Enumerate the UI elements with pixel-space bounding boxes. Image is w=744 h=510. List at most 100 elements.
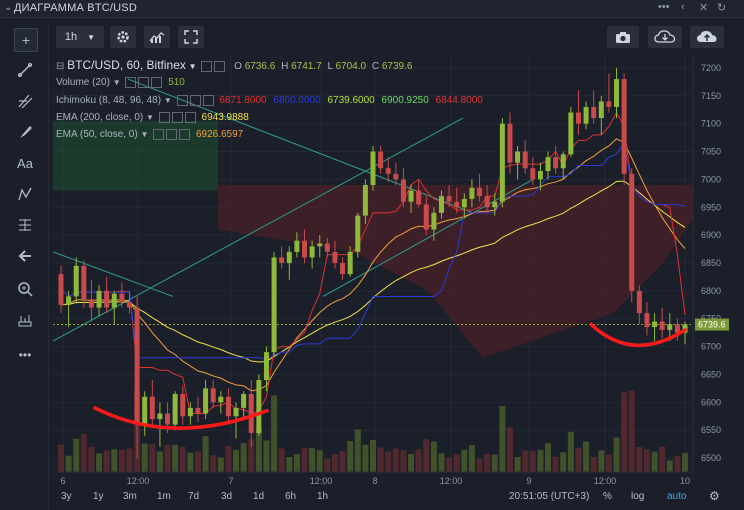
time-tick-label: 12:00 <box>310 476 333 486</box>
eye-icon[interactable] <box>201 60 213 72</box>
pitchfork-icon[interactable] <box>14 90 36 112</box>
candle-body <box>385 168 391 174</box>
ema50-label[interactable]: EMA (50, close, 0) <box>56 129 138 141</box>
volume-bar <box>567 431 574 472</box>
range-6h[interactable]: 6h <box>285 491 297 502</box>
candle-body <box>507 123 513 163</box>
trend-line-icon[interactable] <box>14 59 36 81</box>
remove-icon[interactable] <box>202 95 214 106</box>
crosshair-icon[interactable]: + <box>14 28 38 52</box>
interval-select[interactable]: 1h ▼ <box>56 26 104 48</box>
ichimoku-label[interactable]: Ichimoku (8, 48, 96, 48) <box>56 95 162 107</box>
volume-bar <box>73 438 80 472</box>
gear-icon[interactable]: ⚙ <box>709 489 720 503</box>
candle-body <box>575 112 581 124</box>
settings-icon[interactable] <box>214 60 226 72</box>
text-tool-icon[interactable]: Aa <box>17 155 33 171</box>
settings-icon[interactable] <box>171 112 183 123</box>
chevron-down-icon[interactable]: ▼ <box>146 113 154 123</box>
clock-readout: 20:51:05 (UTC+3) <box>509 491 590 502</box>
remove-icon[interactable] <box>179 129 191 140</box>
zoom-icon[interactable] <box>14 278 36 300</box>
measure-icon[interactable] <box>14 310 36 332</box>
range-3y[interactable]: 3y <box>61 491 72 502</box>
candle-body <box>644 313 650 328</box>
fib-icon[interactable] <box>14 214 36 236</box>
candle-body <box>652 321 658 328</box>
more-tools-icon[interactable]: ••• <box>18 348 32 362</box>
chevron-down-icon: ▼ <box>87 32 96 42</box>
candle-body <box>165 413 171 425</box>
eye-icon[interactable] <box>125 77 137 88</box>
volume-bar <box>286 457 293 472</box>
volume-bar <box>499 406 506 472</box>
close-label: C <box>371 61 380 72</box>
percent-toggle[interactable]: % <box>603 491 612 502</box>
range-1d[interactable]: 1d <box>253 491 265 502</box>
settings-icon[interactable] <box>138 77 150 88</box>
remove-icon[interactable] <box>184 112 196 123</box>
price-tick-label: 6850 <box>701 258 721 268</box>
candle-body <box>218 396 224 403</box>
refresh-icon[interactable]: ↻ <box>717 2 727 14</box>
range-3d[interactable]: 3d <box>221 491 233 502</box>
range-3m[interactable]: 3m <box>123 491 137 502</box>
volume-bar <box>126 448 133 472</box>
candle-body <box>279 257 285 263</box>
log-toggle[interactable]: log <box>631 491 645 502</box>
chevron-down-icon[interactable]: ▼ <box>112 78 121 88</box>
volume-label[interactable]: Volume (20) <box>56 77 110 89</box>
ema50-line <box>60 138 686 392</box>
chevron-down-icon[interactable]: ▼ <box>188 62 197 71</box>
price-chart[interactable]: 6500655066006650670067506800685069006950… <box>52 54 744 510</box>
candle-body <box>119 293 125 303</box>
candle-body <box>225 396 231 417</box>
price-tick-label: 6650 <box>701 369 721 379</box>
support-arc-annotation <box>589 322 687 348</box>
eye-icon[interactable] <box>176 95 188 106</box>
brush-icon[interactable] <box>14 121 36 143</box>
fullscreen-icon[interactable] <box>178 26 204 48</box>
auto-toggle[interactable]: auto <box>667 491 687 502</box>
settings-icon[interactable] <box>166 129 178 140</box>
pattern-icon[interactable] <box>14 183 36 205</box>
gear-icon[interactable] <box>110 26 136 48</box>
cloud-save-icon[interactable] <box>690 26 724 48</box>
range-1m[interactable]: 1m <box>157 491 171 502</box>
candle-body <box>104 290 110 308</box>
volume-bar <box>141 443 148 472</box>
symbol-title[interactable]: BTC/USD, 60, Bitfinex <box>67 58 186 72</box>
arrow-left-icon[interactable] <box>14 245 36 267</box>
time-tick-label: 8 <box>372 476 377 486</box>
eye-icon[interactable] <box>158 112 170 123</box>
chevron-down-icon[interactable]: ⌄ <box>4 2 13 13</box>
settings-icon[interactable] <box>189 95 201 106</box>
collapse-icon[interactable]: ⊟ <box>56 61 65 72</box>
chart-canvas[interactable]: 6500655066006650670067506800685069006950… <box>52 54 744 488</box>
volume-bar <box>438 453 445 472</box>
more-icon[interactable]: ••• <box>658 1 670 13</box>
indicators-icon[interactable] <box>144 26 170 48</box>
range-7d[interactable]: 7d <box>188 491 200 502</box>
range-1y[interactable]: 1y <box>93 491 104 502</box>
price-tick-label: 7150 <box>701 91 721 101</box>
candle-body <box>591 106 597 119</box>
cloud-load-icon[interactable] <box>648 26 682 48</box>
range-1h[interactable]: 1h <box>317 491 329 502</box>
chevron-down-icon[interactable]: ▼ <box>140 130 149 140</box>
volume-bar <box>522 450 529 472</box>
eye-icon[interactable] <box>153 129 165 140</box>
volume-bar <box>529 451 536 472</box>
close-icon[interactable]: ✕ <box>699 2 709 14</box>
candle-body <box>492 201 498 208</box>
chevron-left-icon[interactable]: ‹ <box>681 1 685 13</box>
camera-icon[interactable] <box>607 26 639 48</box>
remove-icon[interactable] <box>151 77 163 88</box>
volume-bar <box>666 460 673 472</box>
candle-body <box>606 101 612 107</box>
candle-body <box>522 151 528 169</box>
volume-bar <box>263 440 270 472</box>
volume-bar <box>628 390 635 472</box>
ema200-label[interactable]: EMA (200, close, 0) <box>56 112 144 124</box>
chevron-down-icon[interactable]: ▼ <box>163 96 172 106</box>
